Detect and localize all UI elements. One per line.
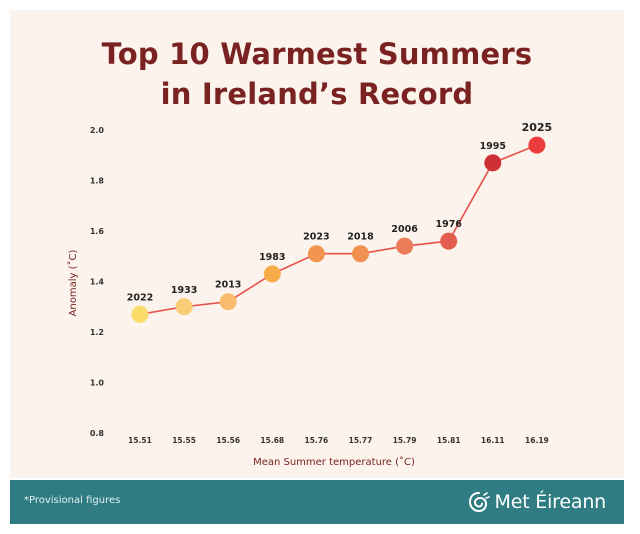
x-tick-label: 15.56 [216,436,240,445]
chart-title-line-1: Top 10 Warmest Summers [101,37,533,71]
x-tick-label: 15.51 [128,436,152,445]
y-tick-label: 1.2 [90,328,104,337]
data-labels: 2022 1933 2013 1983 2023 2018 2006 1976 1995 2025 [127,121,552,303]
data-label: 1933 [171,285,197,296]
data-label: 1983 [259,252,285,263]
data-point [396,237,414,255]
footer-bar: *Provisional figures Met Éireann [10,480,624,524]
series-line [139,144,538,316]
y-tick-label: 2.0 [90,126,105,135]
y-tick-label: 1.4 [90,278,105,287]
data-point [484,154,502,172]
y-tick-label: 1.0 [90,379,105,388]
data-point [440,232,458,250]
data-point [307,245,325,263]
x-tick-label: 15.68 [260,436,284,445]
x-tick-label: 15.55 [172,436,196,445]
y-axis-ticks: 2.0 1.8 1.6 1.4 1.2 1.0 0.8 [90,126,105,438]
data-point [219,293,237,311]
y-tick-label: 1.6 [90,227,105,236]
x-tick-label: 16.19 [525,436,549,445]
x-tick-label: 15.77 [349,436,373,445]
data-label: 2006 [391,224,418,235]
data-label: 1976 [435,219,462,230]
data-label: 2023 [303,232,329,243]
data-point [263,265,281,283]
data-points [131,136,546,323]
y-axis-label: Anomaly (˚C) [67,249,79,316]
data-label: 2025 [522,121,553,134]
x-tick-label: 15.81 [437,436,461,445]
y-tick-label: 0.8 [90,429,105,438]
data-label: 2013 [215,280,241,291]
chart-card [10,10,624,478]
chart-title: Top 10 Warmest Summers in Ireland’s Reco… [10,34,624,114]
data-point [131,305,149,323]
x-tick-label: 16.11 [481,436,505,445]
x-tick-label: 15.76 [305,436,329,445]
x-axis-ticks: 15.51 15.55 15.56 15.68 15.76 15.77 15.79 15.81… [128,436,549,445]
met-eireann-swirl-icon [468,492,490,513]
data-point [175,298,193,316]
met-eireann-wordmark: Met Éireann [494,491,607,513]
data-label: 1995 [480,141,506,152]
x-axis-label: Mean Summer temperature (˚C) [253,456,415,468]
data-point [352,245,369,263]
provisional-footnote: *Provisional figures [24,495,121,506]
data-label: 2022 [127,292,153,303]
y-tick-label: 1.8 [90,177,105,186]
series-line-group [139,144,538,316]
chart-title-line-2: in Ireland’s Record [160,77,474,111]
data-label: 2018 [347,232,374,243]
x-tick-label: 15.79 [393,436,417,445]
data-point [528,136,546,154]
met-eireann-logo: Met Éireann [467,488,606,516]
